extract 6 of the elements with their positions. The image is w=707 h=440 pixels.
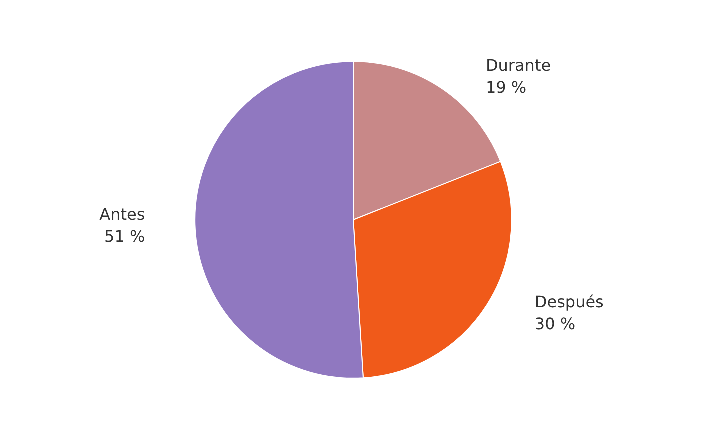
slice-label: Durante <box>486 56 552 76</box>
data-label: 30 % <box>534 314 576 334</box>
slice-label: Antes <box>100 204 146 224</box>
data-label: 19 % <box>486 78 527 98</box>
data-label: 51 % <box>104 226 146 246</box>
slice-label: Después <box>534 292 604 312</box>
